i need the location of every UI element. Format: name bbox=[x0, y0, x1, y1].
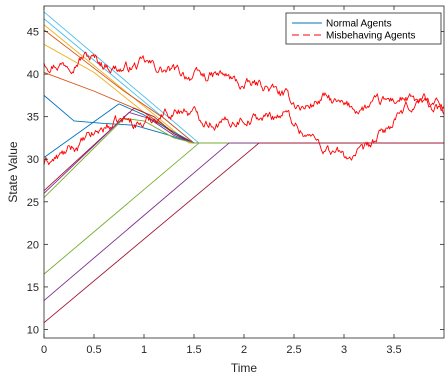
x-tick-label: 1 bbox=[141, 344, 147, 356]
misbehaving-agent-line-2 bbox=[43, 93, 445, 166]
y-axis-label: State Value bbox=[6, 141, 20, 202]
y-tick-label: 30 bbox=[27, 154, 39, 166]
y-tick-label: 45 bbox=[27, 27, 39, 39]
legend-label-1: Normal Agents bbox=[326, 19, 392, 30]
x-tick-label: 1.5 bbox=[186, 344, 201, 356]
misbehaving-agent-line-1 bbox=[43, 51, 445, 115]
y-tick-label: 35 bbox=[27, 112, 39, 124]
y-tick-label: 25 bbox=[27, 197, 39, 209]
x-tick-label: 2.5 bbox=[286, 344, 301, 356]
x-tick-label: 3.5 bbox=[386, 344, 401, 356]
x-axis-label: Time bbox=[231, 361, 258, 375]
misbehaving-agents-series-group bbox=[43, 51, 445, 166]
legend-box bbox=[285, 12, 442, 45]
y-tick-label: 15 bbox=[27, 282, 39, 294]
normal-agent-line-14 bbox=[43, 142, 444, 324]
y-tick-label: 20 bbox=[27, 239, 39, 251]
y-tick-label: 40 bbox=[27, 69, 39, 81]
x-tick-label: 3 bbox=[341, 344, 347, 356]
y-tick-label: 10 bbox=[27, 324, 39, 336]
x-tick-label: 2 bbox=[241, 344, 247, 356]
x-tick-label: 0 bbox=[41, 344, 47, 356]
plot-area bbox=[44, 6, 444, 338]
plot-background bbox=[44, 6, 444, 338]
axes: 0 0.5 1 1.5 2 2.5 3 3.5 10 15 20 25 30 35 40 45 Time Stat… bbox=[6, 5, 445, 375]
normal-agents-series-group bbox=[43, 11, 444, 324]
legend-label-2: Misbehaving Agents bbox=[326, 31, 416, 42]
x-tick-label: 0.5 bbox=[86, 344, 101, 356]
